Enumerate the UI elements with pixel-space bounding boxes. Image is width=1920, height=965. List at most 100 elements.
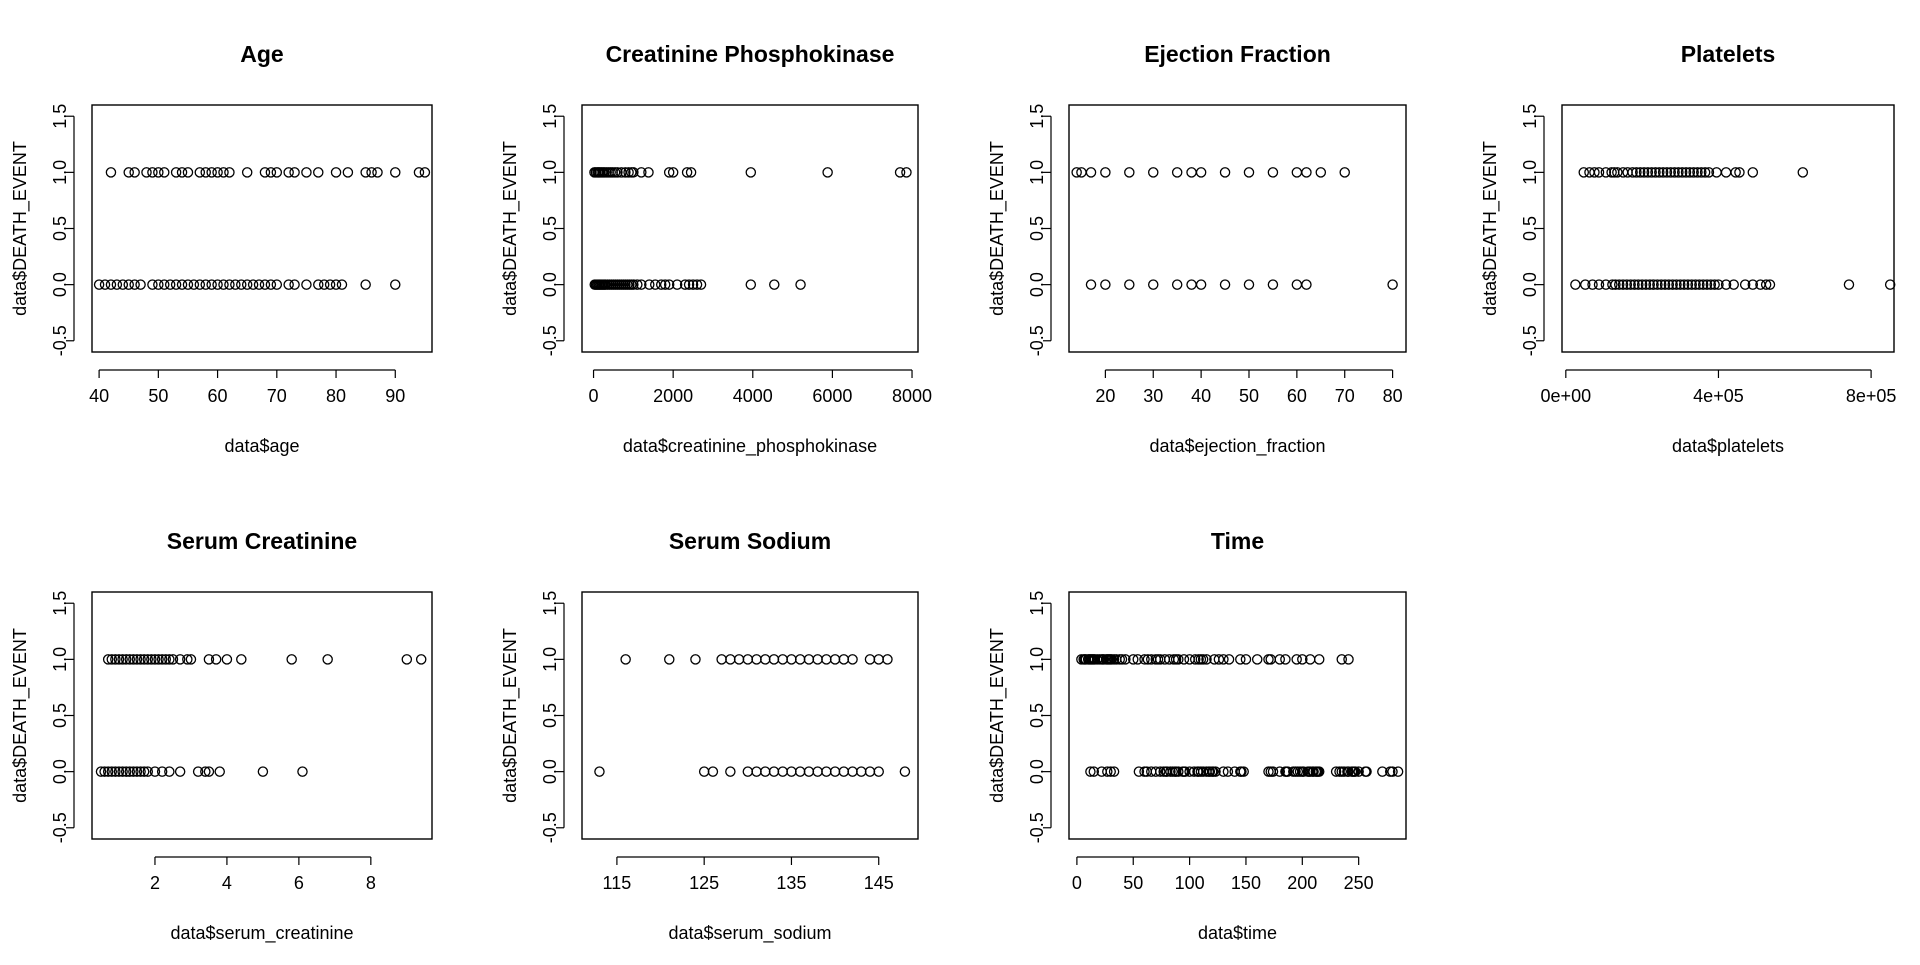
data-point bbox=[1709, 279, 1720, 290]
data-point bbox=[200, 766, 211, 777]
data-point bbox=[1797, 167, 1809, 178]
data-point bbox=[1669, 167, 1680, 178]
data-point bbox=[679, 279, 691, 290]
data-point bbox=[1654, 167, 1665, 178]
data-point bbox=[1186, 279, 1197, 290]
data-point bbox=[182, 654, 193, 665]
data-point bbox=[690, 654, 701, 665]
data-point bbox=[200, 167, 211, 178]
scatter-panel-2: Ejection Fraction 20 30 40 50 60 70 80 -0.5 0.0 0.… bbox=[987, 41, 1407, 457]
data-point bbox=[170, 279, 182, 290]
data-point bbox=[1703, 167, 1715, 178]
data-point bbox=[659, 279, 671, 290]
data-point bbox=[829, 654, 841, 665]
x-tick-label: 2000 bbox=[653, 386, 693, 406]
data-point bbox=[623, 167, 634, 178]
data-point bbox=[643, 167, 654, 178]
data-point bbox=[1625, 279, 1636, 290]
data-point bbox=[105, 279, 117, 290]
data-point bbox=[131, 654, 143, 665]
data-point bbox=[159, 167, 170, 178]
y-tick-label: 0.0 bbox=[1520, 272, 1540, 297]
data-point bbox=[1636, 279, 1648, 290]
data-point bbox=[1186, 167, 1197, 178]
data-point bbox=[318, 279, 330, 290]
data-point bbox=[691, 279, 703, 290]
data-point bbox=[390, 167, 401, 178]
plot-frame bbox=[91, 591, 433, 840]
data-point bbox=[1361, 766, 1372, 777]
data-point bbox=[1387, 766, 1398, 777]
plot-frame bbox=[1068, 104, 1407, 353]
data-point bbox=[1238, 766, 1249, 777]
data-point bbox=[1627, 167, 1638, 178]
data-point bbox=[1116, 654, 1128, 665]
data-point bbox=[1570, 279, 1581, 290]
data-point bbox=[164, 279, 176, 290]
data-point bbox=[1675, 279, 1686, 290]
data-point bbox=[733, 654, 745, 665]
data-point bbox=[224, 167, 235, 178]
data-point bbox=[794, 654, 806, 665]
data-point bbox=[1071, 167, 1082, 178]
data-point bbox=[1265, 766, 1276, 777]
data-point bbox=[401, 654, 413, 665]
data-point bbox=[655, 279, 667, 290]
data-point bbox=[265, 167, 277, 178]
y-tick-label: 0.0 bbox=[1027, 759, 1047, 784]
plot-frame bbox=[581, 591, 919, 840]
plot-frame bbox=[1068, 591, 1407, 840]
y-tick-label: 0.5 bbox=[1027, 703, 1047, 728]
data-point bbox=[1392, 766, 1404, 777]
data-point bbox=[146, 654, 157, 665]
data-point bbox=[745, 279, 757, 290]
data-point bbox=[117, 279, 129, 290]
data-point bbox=[1218, 766, 1229, 777]
data-point bbox=[1100, 279, 1111, 290]
data-point bbox=[620, 167, 631, 178]
data-point bbox=[1240, 654, 1252, 665]
x-tick-label: 6000 bbox=[812, 386, 852, 406]
data-point bbox=[1661, 167, 1673, 178]
data-point bbox=[707, 766, 719, 777]
data-point bbox=[360, 167, 371, 178]
x-axis-label: data$platelets bbox=[1672, 436, 1784, 456]
data-point bbox=[687, 279, 699, 290]
data-point bbox=[200, 279, 211, 290]
data-point bbox=[1127, 654, 1139, 665]
y-tick-label: 1.5 bbox=[540, 591, 560, 616]
data-point bbox=[206, 167, 217, 178]
data-point bbox=[650, 279, 661, 290]
data-point bbox=[289, 279, 300, 290]
data-point bbox=[1713, 279, 1724, 290]
data-point bbox=[106, 766, 118, 777]
x-tick-label: 115 bbox=[603, 873, 632, 893]
data-point bbox=[1648, 279, 1659, 290]
panel-title: Serum Creatinine bbox=[167, 528, 357, 554]
data-point bbox=[742, 766, 754, 777]
x-axis-label: data$age bbox=[224, 436, 299, 456]
data-point bbox=[1189, 654, 1201, 665]
y-tick-label: -0.5 bbox=[540, 812, 560, 843]
data-point bbox=[153, 279, 164, 290]
data-point bbox=[1764, 279, 1776, 290]
data-point bbox=[725, 766, 736, 777]
data-point bbox=[745, 167, 757, 178]
data-point bbox=[1336, 654, 1348, 665]
data-point bbox=[1313, 654, 1325, 665]
data-point bbox=[760, 766, 771, 777]
data-point bbox=[289, 167, 300, 178]
data-point bbox=[760, 654, 771, 665]
data-point bbox=[342, 167, 354, 178]
y-tick-label: -0.5 bbox=[540, 325, 560, 356]
data-point bbox=[1132, 654, 1144, 665]
data-point bbox=[1243, 167, 1255, 178]
data-point bbox=[1274, 654, 1286, 665]
data-point bbox=[901, 167, 912, 178]
plot-frame bbox=[581, 104, 919, 353]
data-point bbox=[372, 167, 383, 178]
data-point bbox=[1688, 167, 1699, 178]
x-tick-label: 80 bbox=[326, 386, 346, 406]
data-point bbox=[271, 167, 283, 178]
